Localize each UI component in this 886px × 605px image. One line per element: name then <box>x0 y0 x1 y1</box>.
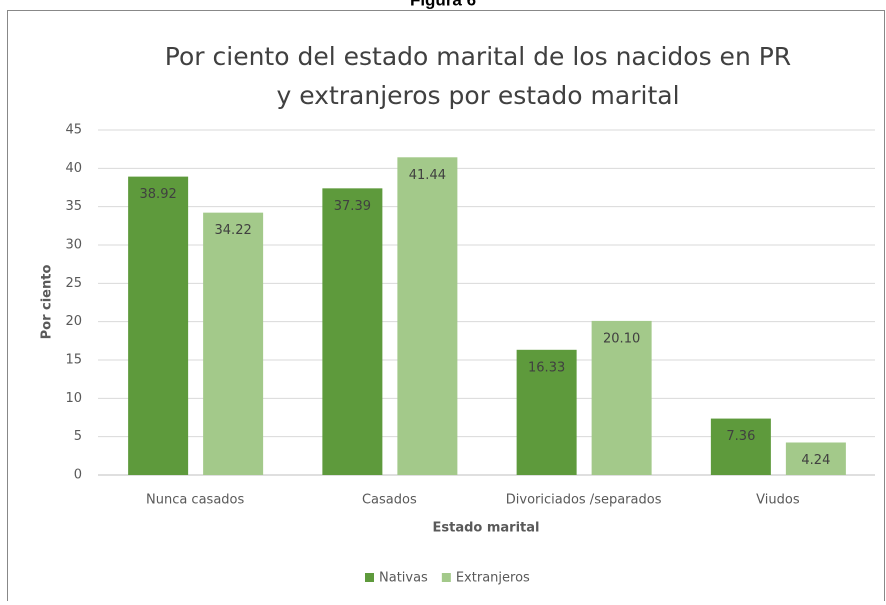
y-tick-label: 40 <box>65 161 82 176</box>
x-tick-label: Nunca casados <box>146 493 245 508</box>
x-axis-label: Estado marital <box>433 521 540 536</box>
y-tick-label: 45 <box>65 123 82 138</box>
y-tick-label: 10 <box>65 391 82 406</box>
x-tick-label: Viudos <box>756 493 800 508</box>
x-tick-label: Casados <box>362 493 417 508</box>
y-tick-label: 5 <box>74 429 82 444</box>
y-tick-label: 0 <box>74 468 82 483</box>
legend-swatch <box>441 573 451 582</box>
value-label: 37.39 <box>334 199 371 214</box>
value-label: 38.92 <box>140 187 177 202</box>
y-tick-label: 20 <box>65 314 82 329</box>
value-label: 34.22 <box>215 223 252 238</box>
value-label: 16.33 <box>528 360 565 375</box>
bar <box>710 418 771 475</box>
bar <box>591 320 652 475</box>
bar <box>516 349 577 475</box>
chart-title: y extranjeros por estado marital <box>276 81 679 110</box>
legend-label: Nativas <box>379 571 428 586</box>
bar <box>397 157 458 475</box>
bar <box>322 188 383 476</box>
legend-swatch <box>365 573 374 582</box>
bar <box>785 442 846 475</box>
y-tick-label: 25 <box>65 276 82 291</box>
chart-title: Por ciento del estado marital de los nac… <box>165 42 791 71</box>
y-tick-label: 35 <box>65 199 82 214</box>
bar <box>128 176 189 475</box>
y-tick-label: 15 <box>65 353 82 368</box>
value-label: 4.24 <box>801 453 830 468</box>
figure-label: Figura 6 <box>410 0 476 9</box>
bar <box>203 212 264 475</box>
y-axis-label: Por ciento <box>40 265 55 340</box>
x-tick-label: Divoriciados /separados <box>506 493 662 508</box>
y-tick-label: 30 <box>65 238 82 253</box>
value-label: 7.36 <box>726 429 755 444</box>
value-label: 41.44 <box>409 168 446 183</box>
value-label: 20.10 <box>603 331 640 346</box>
legend-label: Extranjeros <box>456 571 530 586</box>
